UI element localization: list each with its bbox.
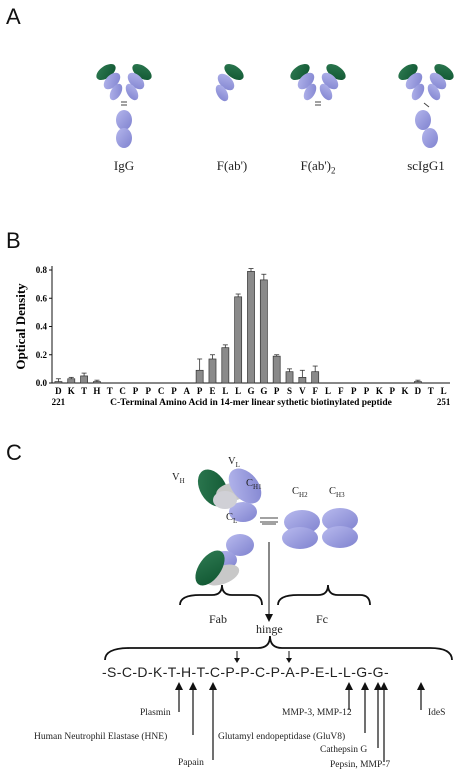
x-tick-label: D xyxy=(415,386,422,396)
panel-a-antibody-diagrams xyxy=(96,64,454,148)
x-tick-label: L xyxy=(441,386,447,396)
enzyme-mmp3-mmp12: MMP-3, MMP-12 xyxy=(282,708,352,718)
x-tick-label: G xyxy=(247,386,254,396)
x-tick-label: L xyxy=(325,386,331,396)
x-tick-label: G xyxy=(260,386,267,396)
label-fab-prime: F(ab') xyxy=(216,158,248,173)
label-fab: Fab xyxy=(209,612,227,626)
x-tick-label: P xyxy=(146,386,152,396)
x-tick-label: F xyxy=(338,386,344,396)
x-tick-label: E xyxy=(209,386,215,396)
x-tick-label: H xyxy=(93,386,100,396)
x-tick-label: K xyxy=(68,386,75,396)
hinge-amino-acid-sequence: -S-C-D-K-T-H-T-C-P-P-C-P-A-P-E-L-L-G-G- xyxy=(102,664,390,680)
enzyme-ides: IdeS xyxy=(428,708,446,718)
x-end-label: 251 xyxy=(437,397,451,407)
x-tick-label: P xyxy=(274,386,280,396)
x-tick-label: P xyxy=(389,386,395,396)
y-tick-label: 0.8 xyxy=(36,265,48,275)
x-tick-label: P xyxy=(197,386,203,396)
enzyme-papain: Papain xyxy=(178,758,204,768)
x-tick-label: C xyxy=(119,386,126,396)
label-vh: VH xyxy=(172,472,185,486)
x-tick-label: L xyxy=(222,386,228,396)
enzyme-plasmin: Plasmin xyxy=(140,708,171,718)
x-tick-label: T xyxy=(107,386,113,396)
label-ch1: CH1 xyxy=(246,478,262,492)
x-tick-label: P xyxy=(364,386,370,396)
enzyme-gluv8: Glutamyl endopeptidase (GluV8) xyxy=(218,732,346,742)
panel-a-letter: A xyxy=(6,4,21,29)
igg-diagram xyxy=(96,64,152,148)
x-axis-title: C-Terminal Amino Acid in 14-mer linear s… xyxy=(110,398,392,408)
x-start-label: 221 xyxy=(52,397,66,407)
label-fab-prime2: F(ab')2 xyxy=(300,158,336,176)
x-tick-label: V xyxy=(299,386,306,396)
x-tick-label: P xyxy=(171,386,177,396)
label-fc: Fc xyxy=(316,612,328,626)
label-hinge: hinge xyxy=(256,622,283,636)
label-vl: VL xyxy=(228,456,240,470)
x-tick-label: F xyxy=(312,386,318,396)
label-igg: IgG xyxy=(113,158,135,173)
x-tick-label: C xyxy=(158,386,165,396)
x-tick-label: S xyxy=(287,386,292,396)
label-scigg1: scIgG1 xyxy=(407,158,445,173)
panel-c-letter: C xyxy=(6,440,22,465)
x-tick-label: T xyxy=(81,386,87,396)
fab-prime-diagram xyxy=(215,64,244,102)
enzyme-cathepsin-g: Cathepsin G xyxy=(320,745,368,755)
label-cl: CL xyxy=(226,512,238,526)
enzyme-hne: Human Neutrophil Elastase (HNE) xyxy=(34,732,168,742)
x-tick-label: A xyxy=(184,386,191,396)
x-tick-label: P xyxy=(351,386,357,396)
y-tick-label: 0.2 xyxy=(36,350,48,360)
label-ch3: CH3 xyxy=(329,486,345,500)
y-tick-label: 0.6 xyxy=(36,293,48,303)
enzyme-pepsin-mmp7: Pepsin, MMP-7 xyxy=(330,760,391,770)
y-axis-label: Optical Density xyxy=(13,283,28,370)
x-tick-label: K xyxy=(402,386,409,396)
y-tick-label: 0.0 xyxy=(36,378,48,388)
x-tick-label: D xyxy=(55,386,62,396)
x-tick-label: L xyxy=(235,386,241,396)
panel-b-letter: B xyxy=(6,228,21,253)
scigg1-diagram xyxy=(398,64,454,148)
label-ch2: CH2 xyxy=(292,486,308,500)
x-tick-label: T xyxy=(428,386,434,396)
x-tick-label: P xyxy=(133,386,139,396)
fab-prime2-diagram xyxy=(290,64,346,106)
y-tick-label: 0.4 xyxy=(36,322,48,332)
x-tick-label: K xyxy=(376,386,383,396)
